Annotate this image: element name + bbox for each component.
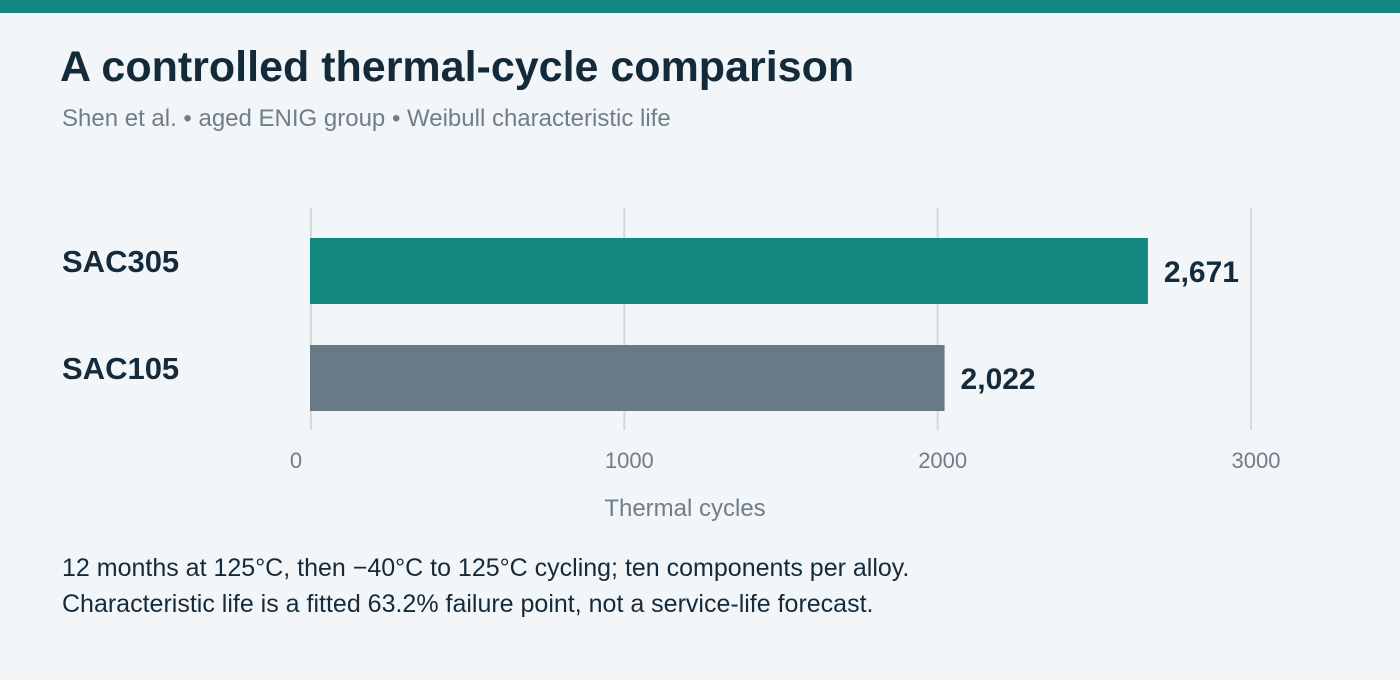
footnote-line-2: Characteristic life is a fitted 63.2% fa… (62, 590, 874, 618)
x-tick-label: 1000 (605, 448, 654, 473)
bar-sac105 (310, 345, 945, 411)
x-tick-label: 3000 (1232, 448, 1281, 473)
value-label-sac305: 2,671 (1164, 256, 1239, 289)
value-label-sac105: 2,022 (961, 363, 1036, 396)
footnote-line-1: 12 months at 125°C, then −40°C to 125°C … (62, 554, 910, 582)
labels: 0 1000 2000 3000 SAC305 2,671 SAC105 2,022 Therm… (62, 244, 1280, 522)
x-tick-label: 0 (290, 448, 302, 473)
page-title: A controlled thermal-cycle comparison (60, 43, 855, 91)
x-axis-label: Thermal cycles (604, 495, 765, 522)
bars (310, 238, 1148, 411)
category-label-sac305: SAC305 (62, 244, 179, 279)
footnote: 12 months at 125°C, then −40°C to 125°C … (62, 550, 909, 622)
category-label-sac105: SAC105 (62, 351, 179, 386)
x-tick-label: 2000 (918, 448, 967, 473)
bar-sac305 (310, 238, 1148, 304)
top-accent-bar (0, 0, 1400, 13)
bar-chart: 0 1000 2000 3000 SAC305 2,671 SAC105 2,022 Therm… (62, 208, 1280, 522)
page-subtitle: Shen et al. • aged ENIG group • Weibull … (62, 105, 671, 132)
